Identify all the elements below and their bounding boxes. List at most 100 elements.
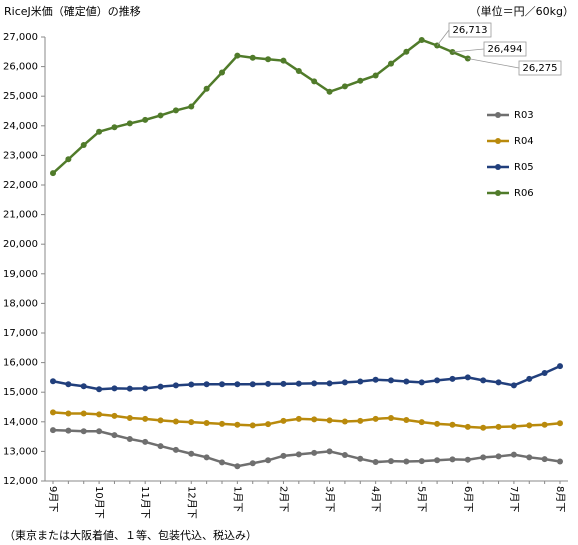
data-point xyxy=(80,428,87,435)
y-tick-label: 15,000 xyxy=(3,387,38,398)
callout-box xyxy=(448,22,492,38)
data-point xyxy=(50,409,56,416)
data-point xyxy=(219,381,225,388)
data-point xyxy=(526,375,533,382)
data-point xyxy=(510,451,517,458)
callout-leader xyxy=(436,29,450,46)
data-label: 26,713 xyxy=(453,25,488,36)
data-point xyxy=(311,380,318,387)
data-point xyxy=(111,412,118,419)
y-tick-label: 13,000 xyxy=(3,446,38,457)
y-tick-label: 23,000 xyxy=(3,150,38,161)
data-point xyxy=(295,68,302,75)
data-point xyxy=(188,381,195,388)
data-point xyxy=(388,377,394,384)
x-tick-label: 2月下 xyxy=(277,486,289,512)
data-point xyxy=(50,378,56,385)
y-tick-label: 12,000 xyxy=(3,476,38,487)
x-tick-label: 10月下 xyxy=(93,486,105,519)
data-point xyxy=(403,378,410,385)
data-point xyxy=(341,418,348,425)
data-point xyxy=(80,142,87,149)
data-point xyxy=(265,421,272,428)
data-point xyxy=(249,54,256,61)
data-point xyxy=(280,57,287,64)
data-point xyxy=(219,69,225,76)
data-point xyxy=(557,420,563,427)
data-point xyxy=(265,380,272,387)
data-point xyxy=(188,419,195,426)
data-point xyxy=(126,120,133,127)
data-point xyxy=(234,421,241,428)
y-tick-label: 26,000 xyxy=(3,62,38,73)
x-tick-label: 7月下 xyxy=(508,486,520,512)
y-tick-label: 22,000 xyxy=(3,180,38,191)
data-point xyxy=(234,52,241,59)
data-point xyxy=(142,415,149,422)
data-point xyxy=(418,419,425,426)
data-point xyxy=(341,83,348,90)
data-point xyxy=(480,424,487,431)
legend-marker xyxy=(495,164,501,170)
data-label: 26,275 xyxy=(523,63,558,74)
y-tick-label: 16,000 xyxy=(3,358,38,369)
footnote: （東京または大阪着値、１等、包装代込、税込み） xyxy=(4,528,257,542)
data-point xyxy=(265,457,272,464)
x-tick-label: 6月下 xyxy=(462,486,474,512)
legend-marker xyxy=(495,112,501,118)
legend-label: R04 xyxy=(514,136,534,147)
data-point xyxy=(126,435,133,442)
data-point xyxy=(464,374,471,381)
x-tick-label: 1月下 xyxy=(231,486,243,512)
data-point xyxy=(357,378,364,385)
legend-label: R05 xyxy=(514,162,534,173)
data-point xyxy=(557,458,563,465)
data-point xyxy=(295,451,302,458)
y-tick-label: 24,000 xyxy=(3,121,38,132)
y-tick-label: 21,000 xyxy=(3,210,38,221)
series-line xyxy=(52,38,469,175)
data-point xyxy=(50,427,56,434)
y-tick-label: 27,000 xyxy=(3,32,38,43)
series-line xyxy=(52,411,561,429)
data-point xyxy=(495,379,502,386)
data-point xyxy=(326,88,333,95)
y-tick-label: 20,000 xyxy=(3,239,38,250)
data-point xyxy=(326,448,333,455)
data-point xyxy=(388,414,394,421)
data-point xyxy=(311,449,318,456)
data-point xyxy=(557,363,563,370)
data-point xyxy=(188,450,195,457)
data-point xyxy=(372,459,379,466)
data-point xyxy=(65,427,72,434)
data-point xyxy=(203,454,210,461)
data-point xyxy=(480,377,487,384)
callout-leader xyxy=(467,58,520,69)
data-point xyxy=(50,170,56,177)
data-point xyxy=(311,78,318,85)
chart-title: RiceJ米価（確定値）の推移 xyxy=(4,4,141,18)
data-point xyxy=(65,156,72,163)
data-point xyxy=(249,460,256,467)
data-point xyxy=(526,454,533,461)
data-point xyxy=(234,381,241,388)
y-tick-label: 18,000 xyxy=(3,298,38,309)
y-tick-label: 19,000 xyxy=(3,269,38,280)
data-point xyxy=(219,459,225,466)
data-point xyxy=(372,72,379,79)
data-point xyxy=(280,417,287,424)
data-point xyxy=(418,458,425,465)
data-point xyxy=(510,382,517,389)
data-point xyxy=(96,128,103,135)
data-point xyxy=(126,385,133,392)
data-point xyxy=(541,369,548,376)
data-point xyxy=(418,379,425,386)
data-point xyxy=(126,414,133,421)
data-point xyxy=(157,443,164,450)
data-point xyxy=(142,385,149,392)
data-point xyxy=(326,380,333,387)
data-point xyxy=(203,419,210,426)
data-point xyxy=(203,85,210,92)
data-point xyxy=(372,415,379,422)
data-point xyxy=(495,453,502,460)
